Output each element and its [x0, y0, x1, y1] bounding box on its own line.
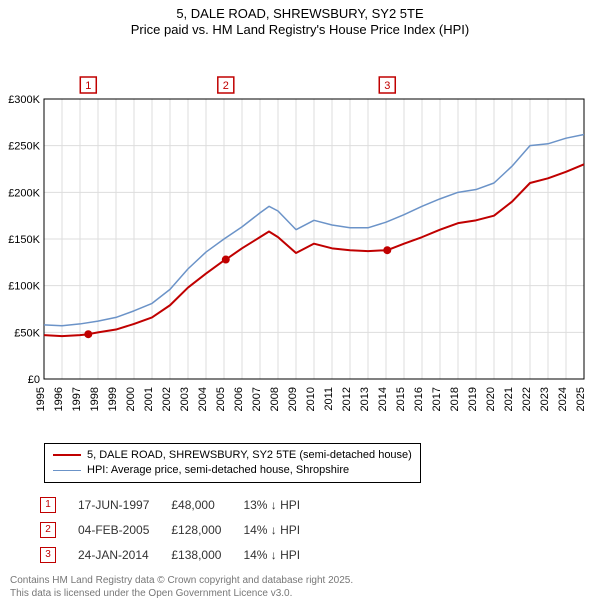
- sale-delta: 13% ↓ HPI: [233, 493, 310, 516]
- svg-text:2015: 2015: [395, 387, 407, 411]
- legend-row: HPI: Average price, semi-detached house,…: [53, 463, 412, 478]
- svg-text:2023: 2023: [539, 387, 551, 411]
- svg-text:2001: 2001: [143, 387, 155, 411]
- svg-text:2024: 2024: [557, 387, 569, 411]
- svg-text:2008: 2008: [269, 387, 281, 411]
- svg-text:2016: 2016: [413, 387, 425, 411]
- svg-text:2017: 2017: [431, 387, 443, 411]
- svg-text:1998: 1998: [89, 387, 101, 411]
- svg-text:£100K: £100K: [8, 280, 40, 292]
- legend-swatch: [53, 470, 81, 472]
- svg-text:£250K: £250K: [8, 140, 40, 152]
- svg-text:2000: 2000: [125, 387, 137, 411]
- sale-marker: 3: [40, 547, 56, 563]
- svg-text:2021: 2021: [503, 387, 515, 411]
- table-row: 2 04-FEB-2005 £128,000 14% ↓ HPI: [30, 518, 310, 541]
- svg-text:2022: 2022: [521, 387, 533, 411]
- sale-delta: 14% ↓ HPI: [233, 518, 310, 541]
- legend-label: HPI: Average price, semi-detached house,…: [87, 463, 349, 478]
- legend: 5, DALE ROAD, SHREWSBURY, SY2 5TE (semi-…: [44, 443, 421, 484]
- svg-text:2010: 2010: [305, 387, 317, 411]
- svg-text:2020: 2020: [485, 387, 497, 411]
- svg-text:2003: 2003: [179, 387, 191, 411]
- footer-line: Contains HM Land Registry data © Crown c…: [10, 574, 600, 587]
- title-address: 5, DALE ROAD, SHREWSBURY, SY2 5TE: [0, 6, 600, 22]
- legend-label: 5, DALE ROAD, SHREWSBURY, SY2 5TE (semi-…: [87, 448, 412, 463]
- svg-text:2011: 2011: [323, 387, 335, 411]
- svg-text:£50K: £50K: [14, 327, 40, 339]
- chart-area: £0 £50K £100K £150K £200K £250K £300K 1995 1996 1…: [0, 39, 600, 439]
- sale-delta: 14% ↓ HPI: [233, 543, 310, 566]
- chart-container: 5, DALE ROAD, SHREWSBURY, SY2 5TE Price …: [0, 0, 600, 590]
- svg-text:2009: 2009: [287, 387, 299, 411]
- sale-price: £128,000: [161, 518, 231, 541]
- svg-text:£200K: £200K: [8, 187, 40, 199]
- svg-text:2004: 2004: [197, 387, 209, 411]
- svg-text:2012: 2012: [341, 387, 353, 411]
- title-block: 5, DALE ROAD, SHREWSBURY, SY2 5TE Price …: [0, 0, 600, 39]
- footer-line: This data is licensed under the Open Gov…: [10, 587, 600, 600]
- footer: Contains HM Land Registry data © Crown c…: [10, 574, 600, 600]
- svg-text:2019: 2019: [467, 387, 479, 411]
- svg-text:2006: 2006: [233, 387, 245, 411]
- sales-table: 1 17-JUN-1997 £48,000 13% ↓ HPI 2 04-FEB…: [28, 491, 312, 568]
- sale-marker: 2: [40, 522, 56, 538]
- svg-text:£300K: £300K: [8, 94, 40, 106]
- svg-text:1995: 1995: [35, 387, 47, 411]
- table-row: 1 17-JUN-1997 £48,000 13% ↓ HPI: [30, 493, 310, 516]
- svg-text:2014: 2014: [377, 387, 389, 411]
- sale-date: 04-FEB-2005: [68, 518, 159, 541]
- svg-text:1999: 1999: [107, 387, 119, 411]
- svg-text:1997: 1997: [71, 387, 83, 411]
- legend-swatch: [53, 454, 81, 456]
- svg-text:2: 2: [223, 79, 229, 91]
- svg-text:1996: 1996: [53, 387, 65, 411]
- svg-text:2007: 2007: [251, 387, 263, 411]
- svg-text:2025: 2025: [575, 387, 587, 411]
- svg-text:2002: 2002: [161, 387, 173, 411]
- svg-text:2018: 2018: [449, 387, 461, 411]
- svg-text:£150K: £150K: [8, 234, 40, 246]
- svg-text:2013: 2013: [359, 387, 371, 411]
- sale-date: 17-JUN-1997: [68, 493, 159, 516]
- sale-date: 24-JAN-2014: [68, 543, 159, 566]
- svg-text:£0: £0: [28, 374, 40, 386]
- sale-price: £138,000: [161, 543, 231, 566]
- sale-marker: 1: [40, 497, 56, 513]
- svg-text:1: 1: [85, 79, 91, 91]
- svg-text:3: 3: [384, 79, 390, 91]
- title-subtitle: Price paid vs. HM Land Registry's House …: [0, 22, 600, 38]
- legend-row: 5, DALE ROAD, SHREWSBURY, SY2 5TE (semi-…: [53, 448, 412, 463]
- sale-price: £48,000: [161, 493, 231, 516]
- chart-svg: £0 £50K £100K £150K £200K £250K £300K 1995 1996 1…: [0, 39, 600, 439]
- svg-text:2005: 2005: [215, 387, 227, 411]
- table-row: 3 24-JAN-2014 £138,000 14% ↓ HPI: [30, 543, 310, 566]
